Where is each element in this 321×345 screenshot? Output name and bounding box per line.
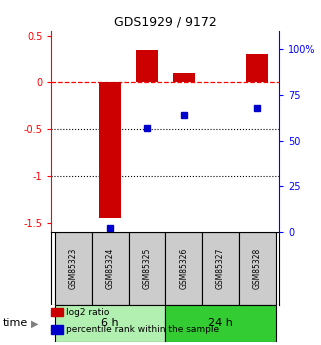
Text: 6 h: 6 h [101, 318, 119, 328]
Bar [202, 232, 239, 305]
Text: GSM85326: GSM85326 [179, 248, 188, 289]
Bar [128, 232, 165, 305]
Bar [92, 232, 128, 305]
Bar [165, 232, 202, 305]
Text: percentile rank within the sample: percentile rank within the sample [66, 325, 219, 334]
Text: 24 h: 24 h [208, 318, 233, 328]
Bar [173, 73, 195, 82]
Bar [55, 305, 165, 342]
Bar [136, 50, 158, 82]
Bar [246, 55, 268, 82]
Text: GSM85325: GSM85325 [143, 248, 152, 289]
Text: GSM85323: GSM85323 [69, 248, 78, 289]
Bar [165, 305, 276, 342]
Bar [55, 232, 92, 305]
Text: time: time [3, 318, 29, 328]
Bar [239, 232, 276, 305]
Text: log2 ratio: log2 ratio [66, 308, 109, 317]
Text: GSM85327: GSM85327 [216, 248, 225, 289]
Text: GSM85328: GSM85328 [253, 248, 262, 289]
Text: ▶: ▶ [30, 318, 38, 328]
Bar [99, 82, 121, 218]
Title: GDS1929 / 9172: GDS1929 / 9172 [114, 16, 217, 29]
Text: GSM85324: GSM85324 [106, 248, 115, 289]
